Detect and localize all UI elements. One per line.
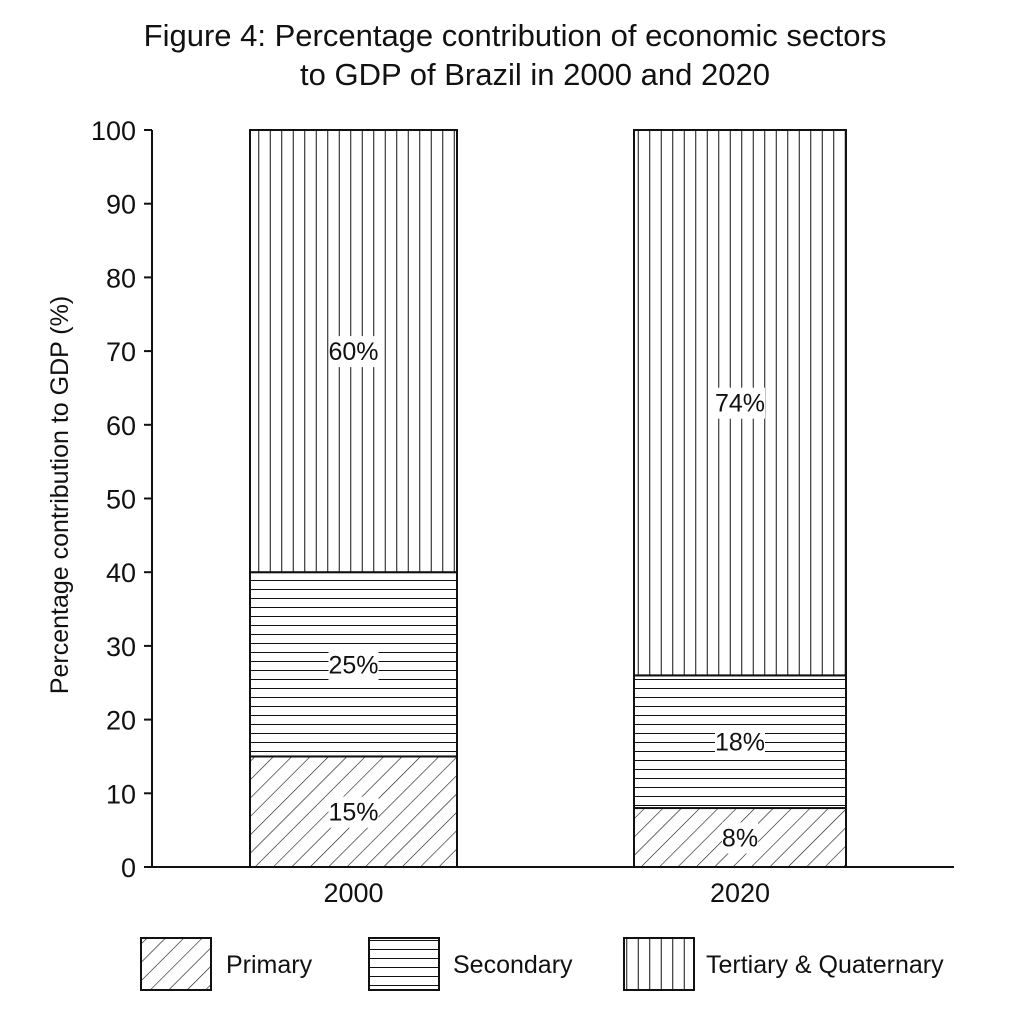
data-label: 18% bbox=[715, 729, 765, 757]
y-tick-label: 80 bbox=[106, 263, 136, 293]
y-tick-label: 30 bbox=[106, 632, 136, 662]
x-tick-label: 2000 bbox=[323, 878, 383, 908]
y-tick-label: 70 bbox=[106, 337, 136, 367]
x-tick-label: 2020 bbox=[710, 878, 770, 908]
data-label-bg bbox=[328, 336, 379, 368]
data-label: 8% bbox=[722, 825, 758, 853]
y-tick-label: 40 bbox=[106, 558, 136, 588]
data-label-bg bbox=[715, 726, 765, 758]
y-tick-label: 100 bbox=[91, 116, 136, 146]
data-label: 25% bbox=[328, 651, 378, 679]
legend-label-tertiary-quaternary: Tertiary & Quaternary bbox=[706, 951, 944, 979]
data-label-bg bbox=[715, 387, 765, 419]
y-tick-label: 10 bbox=[106, 779, 136, 809]
y-tick-label: 60 bbox=[106, 411, 136, 441]
legend-swatch-tertiary-quaternary bbox=[623, 937, 695, 991]
data-label: 74% bbox=[715, 390, 765, 418]
y-tick-label: 0 bbox=[121, 853, 136, 883]
y-tick-label: 20 bbox=[106, 706, 136, 736]
legend-label-secondary: Secondary bbox=[453, 951, 573, 979]
legend: Primary Secondary Tertiary & Quaternary bbox=[140, 937, 944, 991]
y-tick-label: 50 bbox=[106, 485, 136, 515]
data-label-bg bbox=[722, 822, 758, 854]
data-label: 15% bbox=[328, 799, 378, 827]
y-axis-ticks: 0 10 20 30 40 50 60 70 80 90 100 bbox=[91, 116, 152, 883]
bars: 15% 25% 60% 8% 18% 74% bbox=[249, 129, 847, 869]
data-label-bg bbox=[328, 649, 379, 681]
legend-swatch-secondary bbox=[368, 937, 440, 991]
y-axis-label: Percentage contribution to GDP (%) bbox=[46, 296, 74, 694]
data-label: 60% bbox=[328, 338, 378, 366]
x-axis-ticks: 2000 2020 bbox=[323, 878, 770, 908]
legend-label-primary: Primary bbox=[226, 951, 313, 979]
y-tick-label: 90 bbox=[106, 190, 136, 220]
data-label-bg bbox=[328, 796, 379, 828]
chart-title-line-2: to GDP of Brazil in 2000 and 2020 bbox=[300, 57, 770, 92]
legend-swatch-primary bbox=[140, 937, 212, 991]
chart-title-line-1: Figure 4: Percentage contribution of eco… bbox=[144, 18, 887, 53]
